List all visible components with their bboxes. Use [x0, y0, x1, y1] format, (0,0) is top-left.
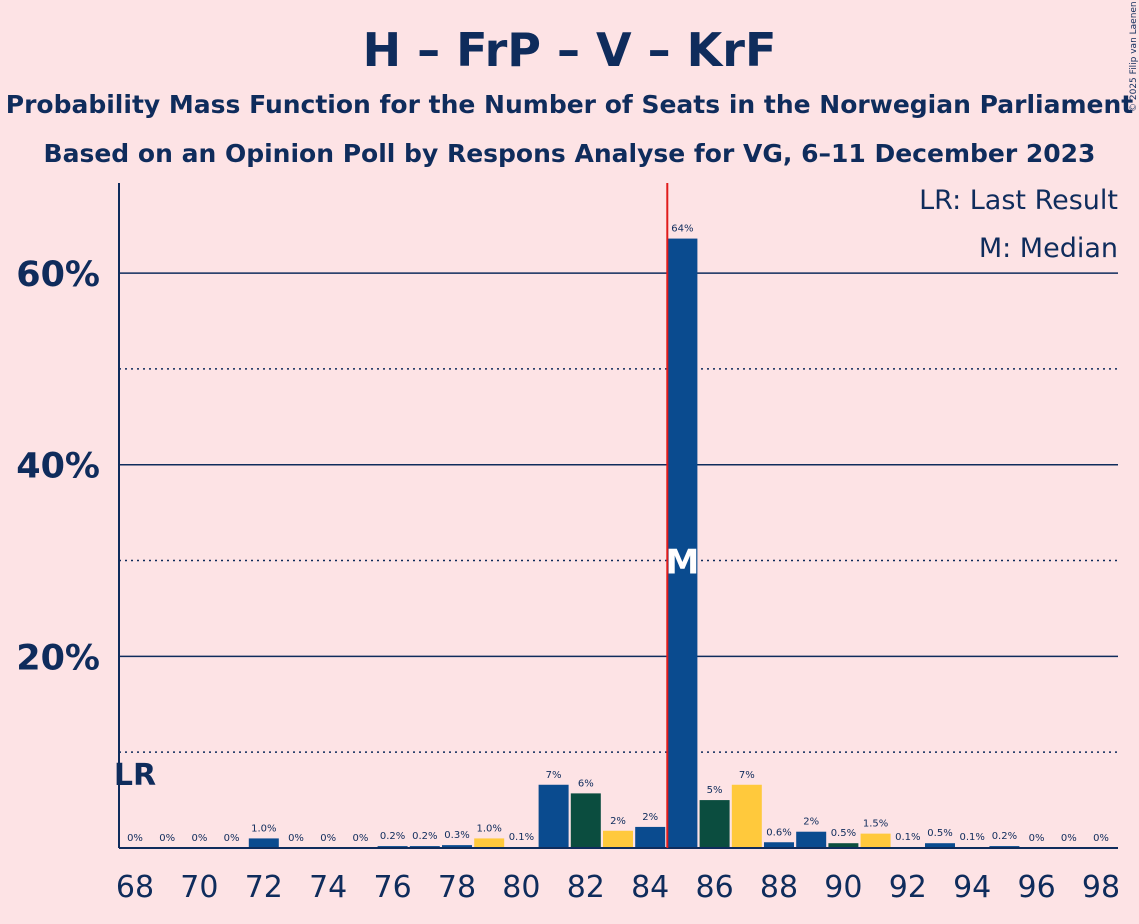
bar-label-85: 64% — [671, 224, 693, 235]
y-tick-label: 60% — [16, 255, 100, 295]
bar-label-77: 0.2% — [412, 831, 437, 842]
bar-78 — [442, 845, 472, 848]
bar-89 — [796, 831, 827, 848]
bar-85 — [667, 238, 698, 849]
bar-label-75: 0% — [352, 833, 368, 844]
bar-72 — [248, 838, 279, 848]
bar-label-88: 0.6% — [766, 827, 791, 838]
legend-median: M: Median — [979, 233, 1118, 264]
bar-label-71: 0% — [224, 833, 240, 844]
x-tick-labels: 68 70 72 74 76 78 80 82 84 86 88 90 92 94 96 98 — [116, 870, 1120, 905]
bar-label-89: 2% — [803, 817, 819, 828]
bar-label-72: 1.0% — [251, 823, 276, 834]
bar-label-74: 0% — [320, 833, 336, 844]
x-tick-label: 74 — [309, 870, 347, 905]
bar-93 — [925, 843, 955, 848]
bar-label-92: 0.1% — [895, 832, 920, 843]
bar-label-69: 0% — [159, 833, 175, 844]
chart-title: H – FrP – V – KrF — [363, 23, 777, 77]
x-tick-label: 92 — [889, 870, 927, 905]
bar-label-93: 0.5% — [927, 828, 952, 839]
legend-last-result: LR: Last Result — [919, 185, 1118, 216]
bar-label-79: 1.0% — [476, 823, 501, 834]
chart-subtitle-1: Probability Mass Function for the Number… — [6, 90, 1134, 119]
bar-label-97: 0% — [1061, 833, 1077, 844]
bar-label-70: 0% — [191, 833, 207, 844]
bar-82 — [570, 793, 601, 848]
x-tick-label: 96 — [1018, 870, 1056, 905]
chart-subtitle-2: Based on an Opinion Poll by Respons Anal… — [44, 139, 1096, 168]
bars-group — [248, 238, 1020, 849]
gridlines — [119, 272, 1118, 753]
x-tick-label: 84 — [631, 870, 669, 905]
bar-79 — [474, 838, 505, 848]
x-tick-label: 68 — [116, 870, 154, 905]
bar-label-96: 0% — [1029, 833, 1045, 844]
bar-label-68: 0% — [127, 833, 143, 844]
y-tick-label: 20% — [16, 638, 100, 678]
bar-83 — [603, 830, 633, 848]
bar-label-80: 0.1% — [509, 832, 534, 843]
y-tick-label: 40% — [16, 447, 100, 487]
bar-label-86: 5% — [707, 785, 723, 796]
bar-label-82: 6% — [578, 778, 594, 789]
bar-84 — [635, 826, 666, 848]
x-tick-label: 72 — [245, 870, 283, 905]
bar-81 — [538, 784, 569, 848]
x-tick-label: 78 — [438, 870, 476, 905]
last-result-marker: LR — [114, 758, 156, 793]
bar-label-94: 0.1% — [959, 832, 984, 843]
x-tick-label: 98 — [1082, 870, 1120, 905]
x-tick-label: 88 — [760, 870, 798, 905]
bar-label-91: 1.5% — [863, 819, 888, 830]
bar-label-78: 0.3% — [444, 830, 469, 841]
x-tick-label: 86 — [696, 870, 734, 905]
y-tick-labels: 20% 40% 60% — [16, 255, 100, 678]
bar-88 — [764, 842, 794, 848]
bar-label-76: 0.2% — [380, 831, 405, 842]
x-tick-label: 80 — [502, 870, 540, 905]
x-tick-label: 90 — [824, 870, 862, 905]
bar-86 — [699, 800, 730, 848]
bar-91 — [860, 833, 891, 848]
bar-label-73: 0% — [288, 833, 304, 844]
bar-label-90: 0.5% — [831, 828, 856, 839]
bar-87 — [731, 784, 762, 848]
x-tick-label: 76 — [374, 870, 412, 905]
x-tick-label: 70 — [180, 870, 218, 905]
copyright-notice: © 2025 Filip van Laenen — [1129, 1, 1139, 112]
bar-labels-group: 0% 0% 0% 0% 1.0% 0% 0% 0% 0.2% 0.2% 0.3% 1.0% 0.1% 7%… — [127, 224, 1109, 844]
bar-label-87: 7% — [739, 770, 755, 781]
bar-label-83: 2% — [610, 816, 626, 827]
x-tick-label: 82 — [567, 870, 605, 905]
median-marker: M — [665, 543, 699, 583]
bar-label-84: 2% — [642, 812, 658, 823]
x-tick-label: 94 — [953, 870, 991, 905]
bar-label-95: 0.2% — [992, 831, 1017, 842]
bar-label-81: 7% — [546, 770, 562, 781]
bar-90 — [828, 843, 859, 848]
bar-label-98: 0% — [1093, 833, 1109, 844]
